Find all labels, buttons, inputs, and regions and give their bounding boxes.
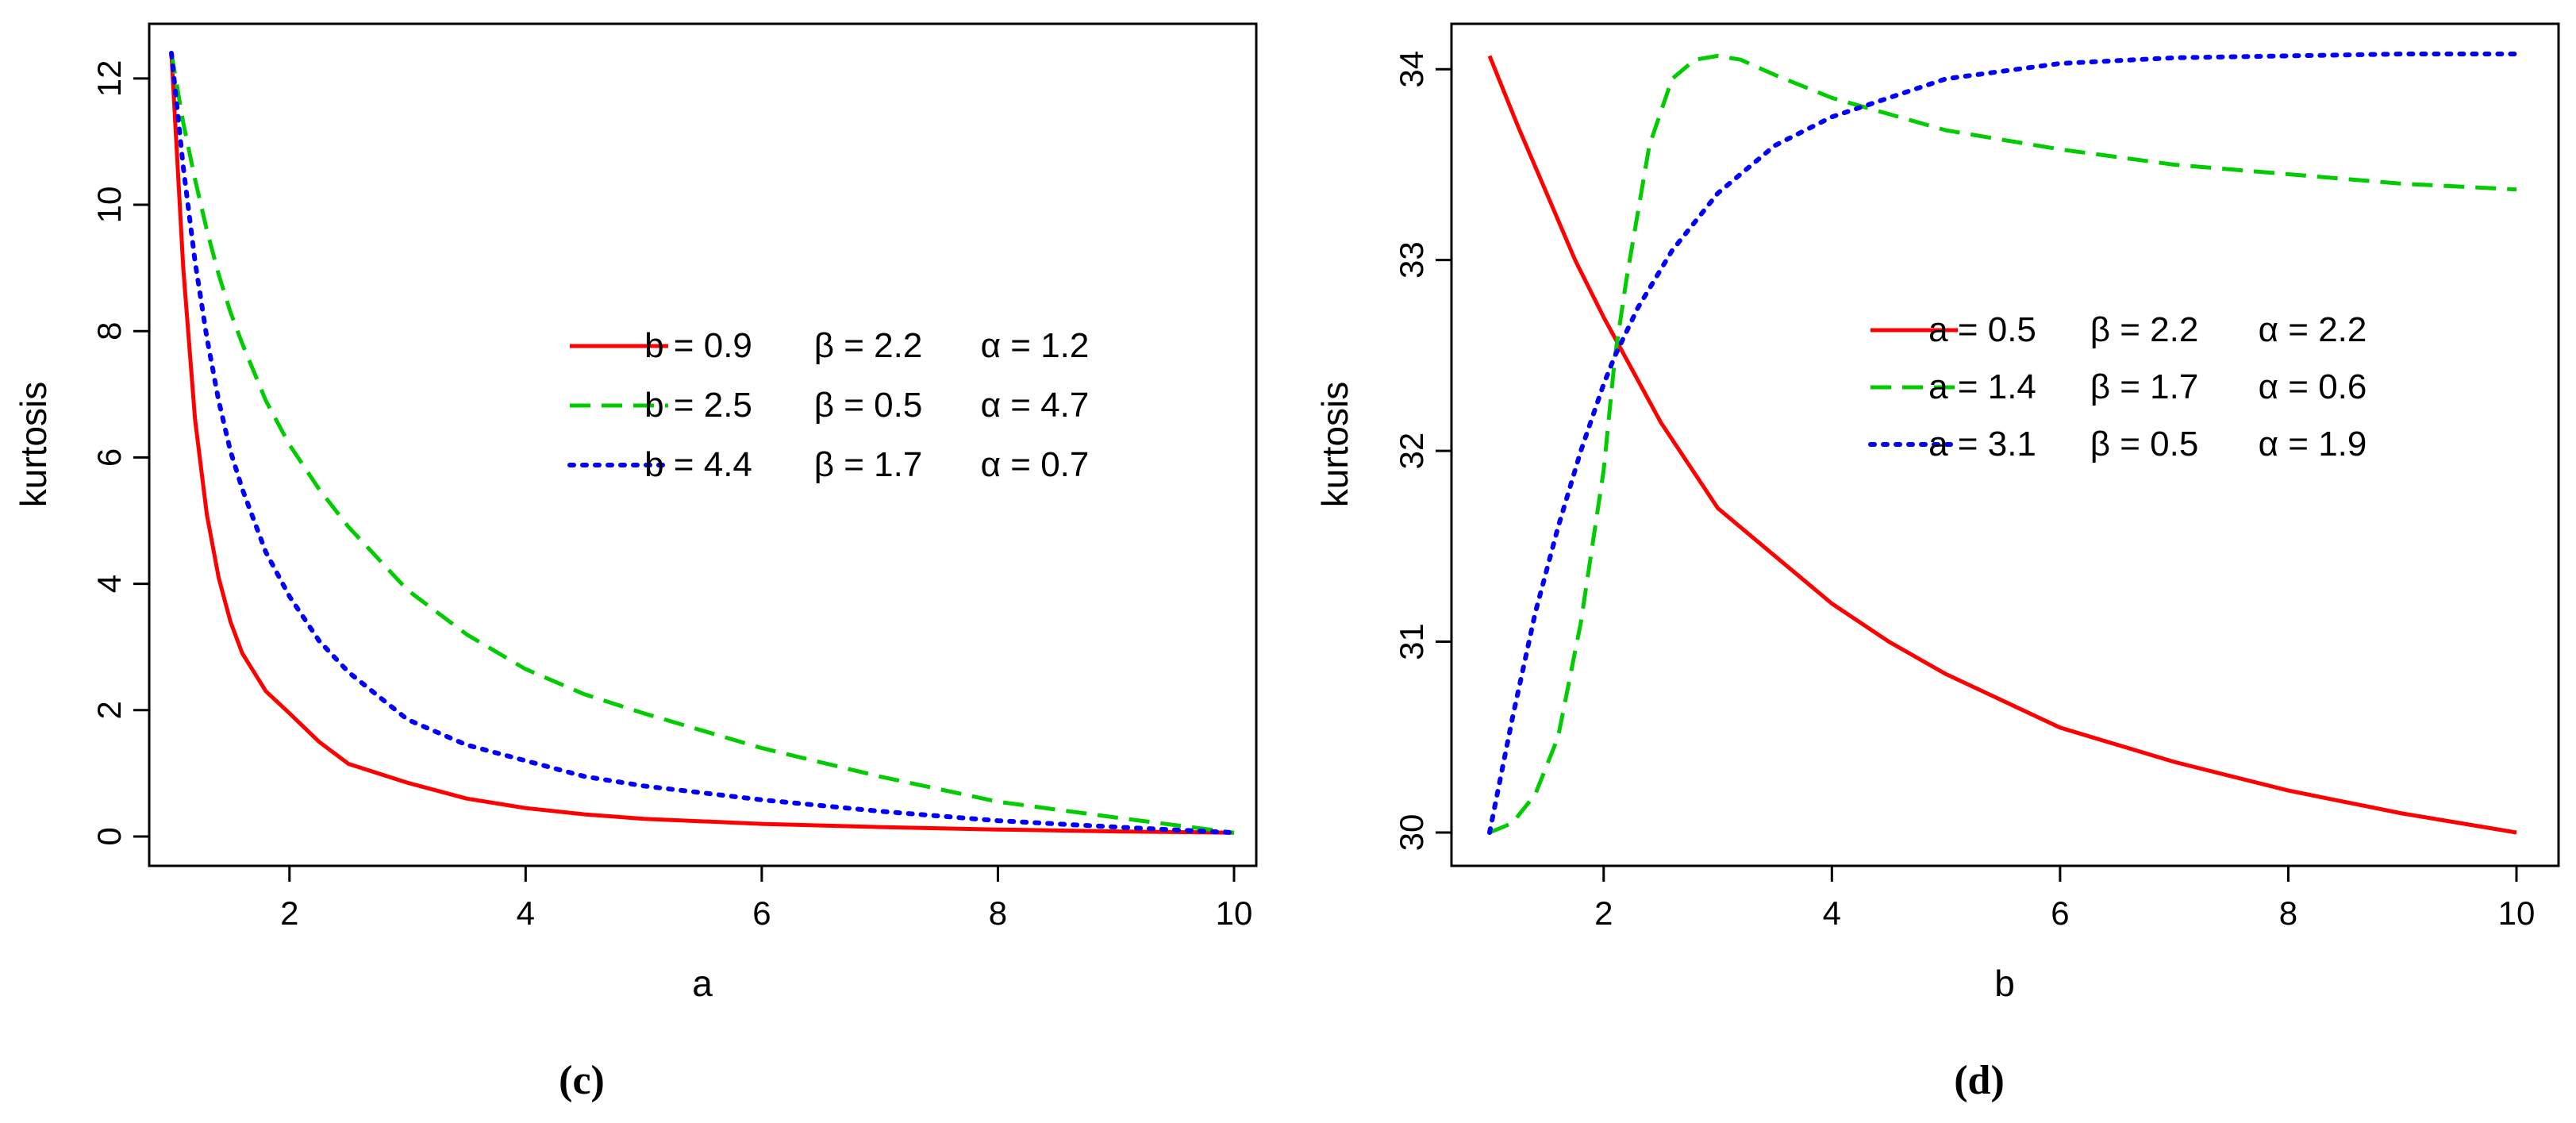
series-line-c-3	[169, 51, 1236, 836]
panel-d: 2 4 6 8 10 30 31 32 33 34 b kurtosis a = 0.5 β = …	[1314, 22, 2560, 1103]
legend-label: b = 2.5	[644, 386, 752, 425]
legend-d: a = 0.5 β = 2.2 α = 2.2 a = 1.4 β = 1.7 α = 0…	[1868, 310, 2367, 463]
y-tick-label: 4	[90, 575, 128, 593]
series-line-d-1	[1487, 55, 2517, 835]
plot-frame-c	[148, 22, 1258, 867]
legend-label: a = 0.5	[1928, 310, 2036, 349]
y-tick-label: 31	[1393, 623, 1430, 660]
legend-label: β = 0.5	[814, 386, 923, 425]
y-tick-label: 33	[1393, 241, 1430, 279]
y-tick-label: 30	[1393, 814, 1430, 852]
series-group-c	[169, 51, 1236, 836]
legend-label: α = 1.2	[981, 326, 1090, 365]
legend-label: β = 2.2	[2090, 310, 2199, 349]
x-tick-label: 4	[1823, 894, 1841, 932]
x-tick-label: 6	[752, 894, 771, 932]
plot-frame-d	[1450, 22, 2560, 867]
x-tick-label: 6	[2051, 894, 2069, 932]
panel-label-d: (d)	[1954, 1058, 2005, 1103]
series-line-d-3	[1487, 52, 2519, 835]
x-tick-label: 10	[1216, 894, 1253, 932]
legend-label: α = 1.9	[2259, 425, 2367, 463]
x-tick-label: 8	[989, 894, 1007, 932]
panel-c: 2 4 6 8 10 0 2 4 6 8 10 12 a kurtosis b = 0.9 β = 2…	[13, 22, 1258, 1103]
legend-label: α = 4.7	[981, 386, 1090, 425]
series-line-c-2	[169, 52, 1235, 835]
y-tick-label: 6	[90, 448, 128, 467]
y-tick-label: 12	[90, 60, 128, 97]
y-axis-label-c: kurtosis	[13, 382, 54, 507]
y-tick-label: 2	[90, 701, 128, 719]
y-tick-label: 34	[1393, 51, 1430, 88]
x-tick-label: 4	[517, 894, 535, 932]
y-ticks-c: 0 2 4 6 8 10 12	[90, 60, 149, 846]
x-ticks-d: 2 4 6 8 10	[1594, 866, 2535, 932]
series-line-d-2	[1489, 53, 2517, 835]
x-tick-label: 2	[1594, 894, 1613, 932]
y-axis-label-d: kurtosis	[1314, 382, 1355, 507]
legend-label: β = 1.7	[814, 445, 923, 484]
legend-label: α = 0.7	[981, 445, 1090, 484]
legend-label: β = 2.2	[814, 326, 923, 365]
series-line-c-1	[169, 52, 1235, 835]
y-tick-label: 8	[90, 322, 128, 340]
legend-label: a = 3.1	[1928, 425, 2036, 463]
panel-label-c: (c)	[559, 1058, 605, 1103]
legend-label: b = 0.9	[644, 326, 752, 365]
legend-label: α = 2.2	[2259, 310, 2367, 349]
x-axis-label-d: b	[1994, 963, 2015, 1004]
legend-label: β = 1.7	[2090, 367, 2199, 406]
y-ticks-d: 30 31 32 33 34	[1393, 51, 1451, 851]
x-ticks-c: 2 4 6 8 10	[280, 866, 1252, 932]
legend-label: b = 4.4	[644, 445, 752, 484]
y-tick-label: 32	[1393, 433, 1430, 470]
legend-label: β = 0.5	[2090, 425, 2199, 463]
x-tick-label: 8	[2279, 894, 2297, 932]
x-tick-label: 2	[280, 894, 298, 932]
legend-label: a = 1.4	[1928, 367, 2036, 406]
x-axis-label-c: a	[692, 963, 713, 1004]
legend-c: b = 0.9 β = 2.2 α = 1.2 b = 2.5 β = 0.5 α = 4…	[567, 326, 1090, 484]
y-tick-label: 0	[90, 827, 128, 845]
y-tick-label: 10	[90, 187, 128, 224]
x-tick-label: 10	[2498, 894, 2536, 932]
series-group-d	[1487, 52, 2519, 835]
legend-label: α = 0.6	[2259, 367, 2367, 406]
